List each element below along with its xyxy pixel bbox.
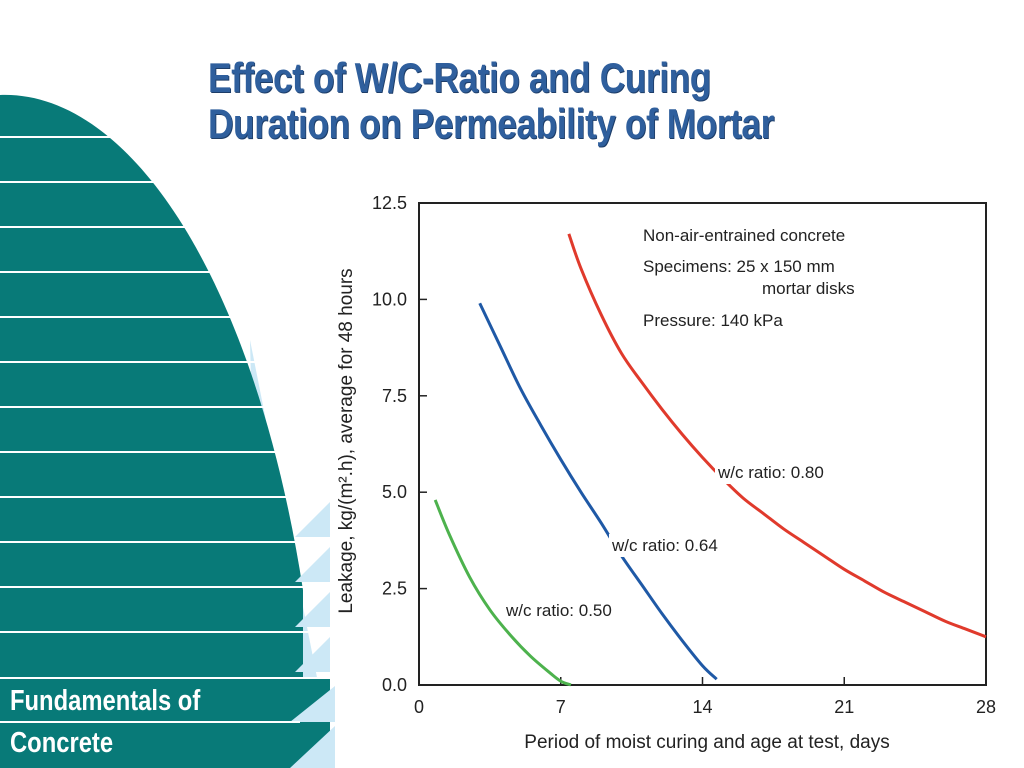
series-label-0: w/c ratio: 0.50 bbox=[505, 601, 612, 620]
annotation-specimens: Specimens: 25 x 150 mm bbox=[643, 257, 835, 276]
series-line-0 bbox=[433, 499, 572, 687]
x-tick-label: 28 bbox=[976, 697, 996, 717]
y-tick-label: 12.5 bbox=[372, 193, 407, 213]
y-tick-label: 5.0 bbox=[382, 482, 407, 502]
series-label-bg bbox=[609, 534, 721, 557]
stripe-notch bbox=[295, 502, 330, 537]
slide-title-line-2: Duration on Permeability of Mortar bbox=[208, 100, 774, 147]
y-tick-label: 0.0 bbox=[382, 675, 407, 695]
teal-dome bbox=[0, 94, 303, 768]
slide-title-line-1: Effect of W/C-Ratio and Curing bbox=[208, 54, 711, 101]
series-label-2: w/c ratio: 0.80 bbox=[717, 463, 824, 482]
stripe-notch bbox=[295, 547, 330, 582]
footer-band bbox=[0, 677, 335, 768]
series-label-bg bbox=[715, 461, 827, 484]
footer-label-line-1: Fundamentals of bbox=[10, 685, 201, 717]
y-tick-label: 2.5 bbox=[382, 579, 407, 599]
x-tick-label: 14 bbox=[692, 697, 712, 717]
y-axis-ticks: 0.0 2.5 5.0 7.5 10.0 12.5 bbox=[372, 193, 427, 695]
white-stripes bbox=[0, 136, 330, 672]
stripe-notch bbox=[295, 592, 330, 627]
series-line-1 bbox=[478, 302, 718, 681]
series-label-bg bbox=[503, 599, 615, 622]
footer-label-line-2: Concrete bbox=[10, 727, 114, 759]
annotation-pressure: Pressure: 140 kPa bbox=[643, 311, 783, 330]
annotation-box: Non-air-entrained concrete Specimens: 25… bbox=[643, 226, 855, 330]
series-group bbox=[433, 233, 987, 687]
annotation-concrete-type: Non-air-entrained concrete bbox=[643, 226, 845, 245]
x-axis-ticks: 0 7 14 21 28 bbox=[414, 677, 996, 717]
y-axis-label: Leakage, kg/(m².h), average for 48 hours bbox=[336, 268, 357, 613]
series-label-1: w/c ratio: 0.64 bbox=[611, 536, 718, 555]
y-tick-label: 7.5 bbox=[382, 386, 407, 406]
annotation-specimens-cont: mortar disks bbox=[762, 279, 855, 298]
series-line-2 bbox=[567, 233, 987, 639]
stripe-notch bbox=[295, 637, 330, 672]
x-tick-label: 7 bbox=[556, 697, 566, 717]
series-labels: w/c ratio: 0.50 w/c ratio: 0.64 w/c ratio:… bbox=[503, 461, 827, 622]
x-axis-label: Period of moist curing and age at test, … bbox=[524, 732, 889, 753]
x-tick-label: 21 bbox=[834, 697, 854, 717]
y-tick-label: 10.0 bbox=[372, 289, 407, 309]
x-tick-label: 0 bbox=[414, 697, 424, 717]
